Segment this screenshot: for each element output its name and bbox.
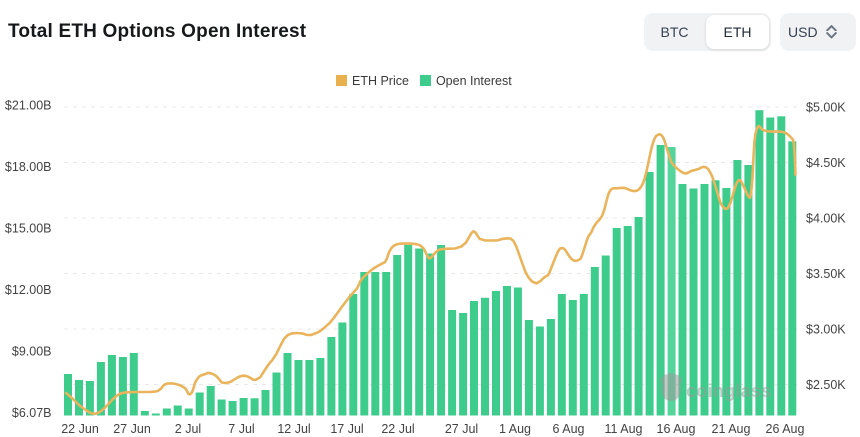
svg-text:27 Jul: 27 Jul — [445, 422, 478, 436]
svg-text:$5.00K: $5.00K — [806, 100, 846, 114]
svg-text:coinglass: coinglass — [686, 381, 772, 401]
svg-text:$3.00K: $3.00K — [806, 322, 846, 336]
svg-text:$9.00B: $9.00B — [12, 345, 52, 359]
svg-text:$3.50K: $3.50K — [806, 267, 846, 281]
svg-text:7 Jul: 7 Jul — [228, 422, 254, 436]
svg-text:1 Aug: 1 Aug — [499, 422, 531, 436]
svg-text:6 Aug: 6 Aug — [553, 422, 585, 436]
svg-text:22 Jul: 22 Jul — [381, 422, 414, 436]
svg-text:$12.00B: $12.00B — [5, 283, 52, 297]
svg-text:21 Aug: 21 Aug — [712, 422, 751, 436]
svg-text:22 Jun: 22 Jun — [61, 422, 99, 436]
svg-text:17 Jul: 17 Jul — [330, 422, 363, 436]
svg-text:$4.50K: $4.50K — [806, 156, 846, 170]
svg-text:$15.00B: $15.00B — [5, 222, 52, 236]
svg-text:12 Jul: 12 Jul — [277, 422, 310, 436]
svg-text:$4.00K: $4.00K — [806, 211, 846, 225]
svg-text:26 Aug: 26 Aug — [766, 422, 805, 436]
svg-text:$21.00B: $21.00B — [5, 99, 52, 113]
svg-text:$18.00B: $18.00B — [5, 160, 52, 174]
svg-text:$2.50K: $2.50K — [806, 378, 846, 392]
svg-text:2 Jul: 2 Jul — [175, 422, 201, 436]
svg-text:11 Aug: 11 Aug — [604, 422, 642, 436]
svg-text:27 Jun: 27 Jun — [113, 422, 151, 436]
svg-text:$6.07B: $6.07B — [12, 406, 52, 420]
svg-text:16 Aug: 16 Aug — [657, 422, 696, 436]
